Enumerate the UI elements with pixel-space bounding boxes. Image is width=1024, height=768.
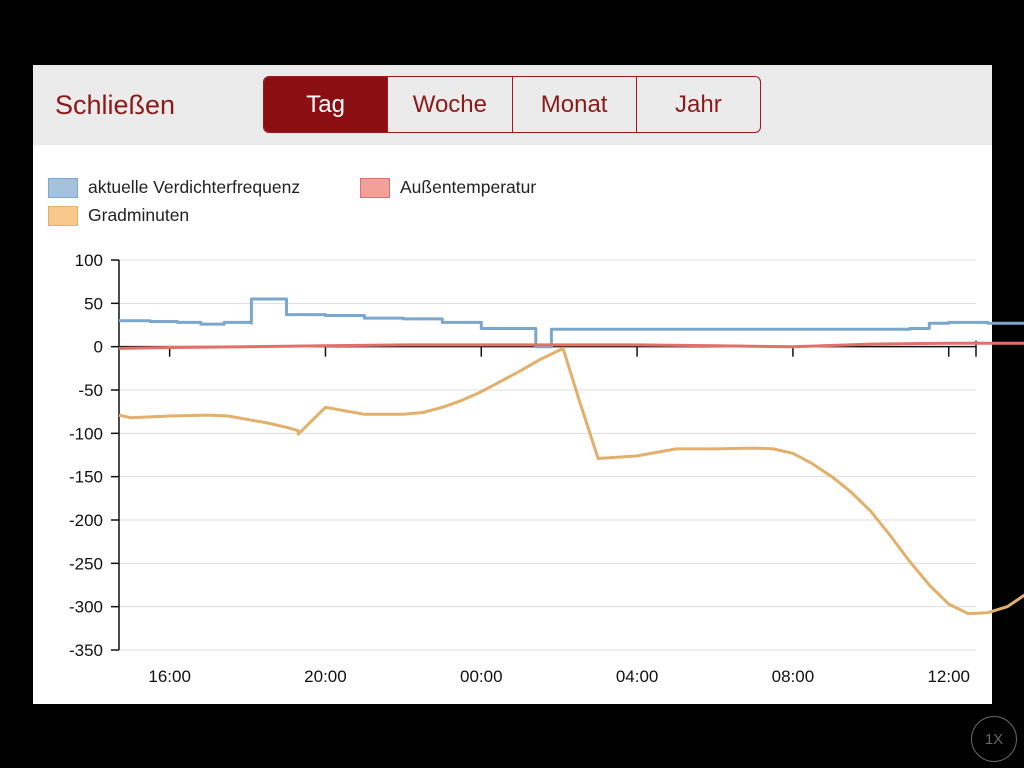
x-tick-label: 04:00 [616,667,659,686]
y-tick-label: 100 [75,251,103,270]
legend-swatch [360,177,390,198]
tab-woche[interactable]: Woche [387,77,511,132]
series-line-gradminuten [118,346,1024,616]
legend-label: Außentemperatur [400,177,537,197]
y-tick-label: 0 [94,338,103,357]
tab-tag[interactable]: Tag [264,77,388,132]
legend-swatch [48,205,78,226]
legend-swatch [48,177,78,198]
y-tick-label: -150 [69,468,103,487]
series-line-aktuelle-verdichterfrequenz [119,297,1024,349]
period-tabs: Tag Woche Monat Jahr [263,76,761,133]
y-tick-label: -100 [69,424,103,443]
x-tick-label: 08:00 [772,667,815,686]
legend-item-gradminuten[interactable]: Gradminuten [48,205,189,226]
chart-legend: aktuelle Verdichterfrequenz Außentempera… [48,173,978,233]
chart-panel: Schließen Tag Woche Monat Jahr aktuelle … [33,65,992,704]
x-tick-label: 20:00 [304,667,347,686]
y-tick-label: -200 [69,511,103,530]
x-tick-label: 12:00 [927,667,970,686]
close-button[interactable]: Schließen [55,90,176,120]
series-line-au-entemperatur [118,341,1024,350]
x-tick-label: 00:00 [460,667,503,686]
y-tick-label: -250 [69,554,103,573]
legend-item-verdichterfrequenz[interactable]: aktuelle Verdichterfrequenz [48,177,300,198]
tab-jahr[interactable]: Jahr [635,77,760,132]
header-bar: Schließen Tag Woche Monat Jahr [33,65,992,145]
zoom-level-badge[interactable]: 1X [971,716,1017,762]
legend-label: aktuelle Verdichterfrequenz [88,177,301,197]
x-tick-label: 16:00 [148,667,191,686]
y-tick-label: -50 [78,381,103,400]
legend-item-aussentemperatur[interactable]: Außentemperatur [360,177,536,198]
legend-label: Gradminuten [88,205,190,225]
tab-monat[interactable]: Monat [511,77,636,132]
y-tick-label: -300 [69,598,103,617]
y-tick-label: -350 [69,641,103,660]
y-tick-label: 50 [84,294,103,313]
